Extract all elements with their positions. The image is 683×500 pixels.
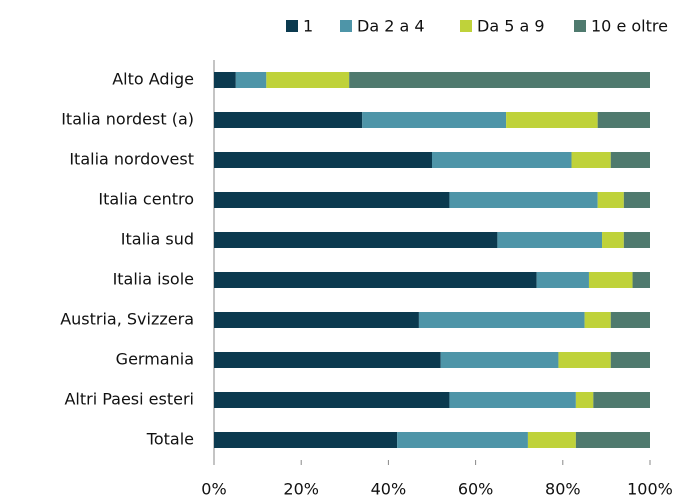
legend-label: 1 xyxy=(303,17,313,36)
category-label: Italia centro xyxy=(98,190,194,209)
legend-label: 10 e oltre xyxy=(591,17,668,36)
bar-segment xyxy=(558,352,611,368)
bar-segment xyxy=(449,392,576,408)
bar-segment xyxy=(362,112,507,128)
bar-segment xyxy=(610,352,650,368)
category-label: Italia isole xyxy=(113,270,194,289)
bar-segment xyxy=(610,152,650,168)
bar-segment xyxy=(597,112,650,128)
legend-swatch xyxy=(286,20,298,32)
bar-segment xyxy=(597,192,624,208)
bar-segment xyxy=(536,272,589,288)
bar-segment xyxy=(584,312,611,328)
bar-segment xyxy=(214,152,432,168)
bar-segment xyxy=(349,72,650,88)
bar-segment xyxy=(214,432,398,448)
legend-label: Da 5 a 9 xyxy=(477,17,545,36)
bar-segment xyxy=(214,392,450,408)
bar-segment xyxy=(418,312,585,328)
bar-segment xyxy=(440,352,559,368)
bar-segment xyxy=(602,232,624,248)
bar-segment xyxy=(214,72,236,88)
category-label: Altri Paesi esteri xyxy=(64,390,194,409)
bar-segment xyxy=(214,272,537,288)
bar-segment xyxy=(432,152,572,168)
bar-segment xyxy=(610,312,650,328)
category-label: Italia nordest (a) xyxy=(61,110,194,129)
legend-swatch xyxy=(340,20,352,32)
category-label: Germania xyxy=(116,350,194,369)
category-label: Alto Adige xyxy=(112,70,194,89)
category-label: Italia sud xyxy=(121,230,194,249)
bar-segment xyxy=(397,432,528,448)
category-label: Austria, Svizzera xyxy=(60,310,194,329)
bar-segment xyxy=(575,432,650,448)
x-tick-label: 40% xyxy=(371,480,407,499)
legend-swatch xyxy=(574,20,586,32)
bar-segment xyxy=(571,152,611,168)
category-label: Totale xyxy=(146,430,194,449)
bar-segment xyxy=(623,192,650,208)
bar-segment xyxy=(214,192,450,208)
x-tick-label: 100% xyxy=(627,480,673,499)
category-label: Italia nordovest xyxy=(69,150,194,169)
bar-segment xyxy=(497,232,603,248)
legend-swatch xyxy=(460,20,472,32)
bar-segment xyxy=(632,272,650,288)
x-tick-label: 20% xyxy=(283,480,319,499)
bar-segment xyxy=(214,312,419,328)
bar-segment xyxy=(593,392,650,408)
x-tick-label: 80% xyxy=(545,480,581,499)
bar-segment xyxy=(506,112,598,128)
bar-segment xyxy=(527,432,576,448)
bar-segment xyxy=(214,352,441,368)
bar-segment xyxy=(266,72,350,88)
bar-segment xyxy=(449,192,598,208)
x-tick-label: 0% xyxy=(201,480,226,499)
bar-segment xyxy=(623,232,650,248)
bar-segment xyxy=(235,72,267,88)
bar-segment xyxy=(575,392,594,408)
x-tick-label: 60% xyxy=(458,480,494,499)
bar-segment xyxy=(214,232,498,248)
bar-segment xyxy=(588,272,633,288)
bar-segment xyxy=(214,112,363,128)
legend-label: Da 2 a 4 xyxy=(357,17,425,36)
